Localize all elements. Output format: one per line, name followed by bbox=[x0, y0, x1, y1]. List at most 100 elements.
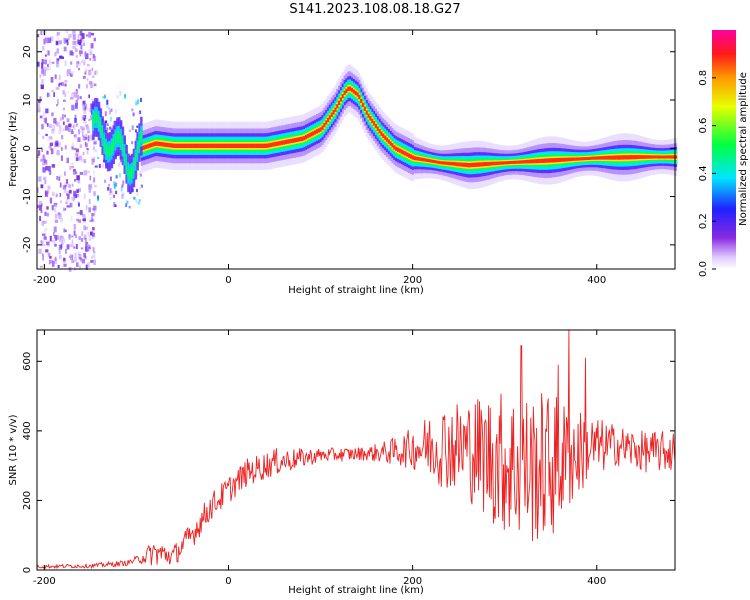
spectrogram-noise-cell bbox=[42, 167, 46, 173]
spectrogram-ridge-band bbox=[187, 143, 190, 148]
spectrogram-noise-cell bbox=[90, 183, 93, 190]
spectrogram-noise-cell bbox=[80, 45, 83, 50]
spectrogram-noise-cell bbox=[91, 256, 93, 260]
spectrogram-ridge-band bbox=[103, 137, 106, 150]
spectrogram-ridge-band bbox=[509, 161, 512, 164]
spectrogram-noise-cell bbox=[104, 179, 107, 183]
spectrogram-ridge-band bbox=[216, 143, 219, 148]
spectrogram-noise-cell bbox=[120, 158, 123, 163]
spectrogram-noise-cell bbox=[91, 213, 95, 217]
spectrogram-ridge-band bbox=[463, 162, 466, 167]
spectrogram-noise-cell bbox=[83, 159, 87, 164]
spectrogram-ridge-band bbox=[367, 113, 370, 118]
spectrogram-ridge-band bbox=[347, 86, 350, 91]
spectrogram-noise-cell bbox=[49, 142, 53, 146]
y-tick-label: 400 bbox=[22, 421, 33, 440]
spectrogram-noise-cell bbox=[42, 233, 45, 237]
spectrogram-ridge-band bbox=[356, 92, 359, 97]
spectrogram-ridge-band bbox=[338, 100, 341, 105]
spectrogram-noise-cell bbox=[59, 182, 62, 188]
spectrogram-noise-cell bbox=[41, 79, 44, 85]
spectrogram-ridge-band bbox=[658, 155, 661, 159]
spectrogram-noise-cell bbox=[86, 84, 88, 89]
spectrogram-ridge-band bbox=[656, 155, 659, 159]
spectrogram-noise-cell bbox=[93, 177, 96, 183]
spectrogram-ridge-band bbox=[533, 159, 536, 164]
spectrogram-noise-cell bbox=[77, 156, 80, 161]
spectrogram-noise-cell bbox=[46, 150, 49, 155]
spectrogram-noise-cell bbox=[133, 196, 136, 200]
spectrogram-noise-cell bbox=[47, 185, 51, 190]
spectrogram-noise-cell bbox=[47, 92, 50, 97]
spectrogram-noise-cell bbox=[56, 32, 59, 37]
spectrogram-ridge-band bbox=[301, 136, 304, 141]
colorbar-tick-label: 0.8 bbox=[698, 70, 709, 86]
spectrogram-noise-cell bbox=[44, 229, 46, 233]
spectrogram-ridge-band bbox=[448, 161, 451, 166]
spectrogram-noise-cell bbox=[119, 90, 122, 96]
spectrogram-ridge-band bbox=[524, 160, 527, 164]
spectrogram-ridge-band bbox=[665, 155, 668, 159]
spectrogram-noise-cell bbox=[53, 226, 57, 233]
spectrogram-noise-cell bbox=[60, 242, 64, 246]
spectrogram-noise-cell bbox=[46, 92, 49, 98]
x-tick-label: -200 bbox=[33, 275, 56, 286]
spectrogram-ridge-band bbox=[130, 167, 134, 179]
spectrogram-noise-cell bbox=[72, 30, 76, 34]
spectrogram-ridge-band bbox=[152, 142, 155, 147]
spectrogram-ridge-band bbox=[513, 160, 516, 164]
spectrogram-noise-cell bbox=[74, 117, 77, 123]
spectrogram-noise-cell bbox=[74, 41, 78, 44]
spectrogram-noise-cell bbox=[43, 177, 46, 180]
spectrogram-noise-cell bbox=[41, 156, 44, 160]
spectrogram-noise-cell bbox=[41, 240, 44, 246]
spectrogram-noise-cell bbox=[62, 121, 65, 125]
spectrogram-noise-cell bbox=[74, 43, 78, 47]
x-tick-label: -200 bbox=[33, 576, 56, 587]
spectrogram-noise-cell bbox=[59, 192, 62, 197]
spectrogram-noise-cell bbox=[71, 183, 74, 187]
spectrogram-noise-cell bbox=[83, 118, 86, 121]
colorbar-tick-label: 0.4 bbox=[698, 165, 709, 181]
spectrogram-ridge-band bbox=[281, 140, 284, 145]
spectrogram-noise-cell bbox=[53, 232, 55, 237]
spectrogram-ridge-band bbox=[424, 158, 427, 162]
spectrogram-noise-cell bbox=[92, 55, 96, 62]
spectrogram-noise-cell bbox=[56, 150, 60, 156]
spectrogram-noise-cell bbox=[79, 50, 82, 57]
spectrogram-noise-cell bbox=[105, 120, 108, 123]
spectrogram-noise-cell bbox=[70, 96, 74, 100]
spectrogram-noise-cell bbox=[76, 218, 79, 222]
colorbar-tick-label: 0.6 bbox=[698, 118, 709, 134]
spectrogram-ridge-band bbox=[229, 143, 232, 148]
spectrogram-ridge-band bbox=[560, 157, 563, 162]
spectrogram-ridge-band bbox=[634, 155, 637, 160]
spectrogram-noise-cell bbox=[38, 150, 41, 156]
spectrogram-noise-cell bbox=[86, 149, 89, 155]
spectrogram-ridge-band bbox=[330, 112, 333, 117]
spectrogram-ridge-band bbox=[242, 143, 245, 148]
spectrogram-noise-cell bbox=[97, 196, 100, 201]
spectrogram-ridge-band bbox=[273, 142, 276, 147]
spectrogram-ridge-band bbox=[514, 160, 517, 164]
spectrogram-noise-cell bbox=[88, 245, 91, 249]
spectrogram-noise-cell bbox=[61, 238, 66, 243]
spectrogram-ridge-band bbox=[306, 134, 309, 139]
spectrogram-ridge-band bbox=[546, 158, 549, 163]
spectrogram-ridge-band bbox=[349, 86, 352, 91]
spectrogram-ridge-band bbox=[251, 143, 254, 148]
spectrogram-noise-cell bbox=[60, 235, 62, 240]
spectrogram-ridge-band bbox=[594, 156, 597, 160]
spectrogram-ridge-band bbox=[371, 118, 374, 124]
spectrogram-ridge-band bbox=[415, 156, 418, 161]
spectrogram-noise-cell bbox=[63, 99, 66, 102]
spectrogram-noise-cell bbox=[102, 163, 105, 169]
spectrogram-ridge-band bbox=[413, 156, 416, 161]
spectrogram-ridge-band bbox=[575, 157, 578, 161]
snr-x-label: Height of straight line (km) bbox=[288, 585, 424, 596]
colorbar-tick-label: 0.2 bbox=[698, 213, 709, 229]
spectrogram-noise-cell bbox=[90, 43, 94, 49]
spectrogram-ridge-band bbox=[505, 161, 508, 165]
spectrogram-noise-cell bbox=[132, 112, 135, 117]
spectrogram-ridge-band bbox=[549, 158, 552, 163]
